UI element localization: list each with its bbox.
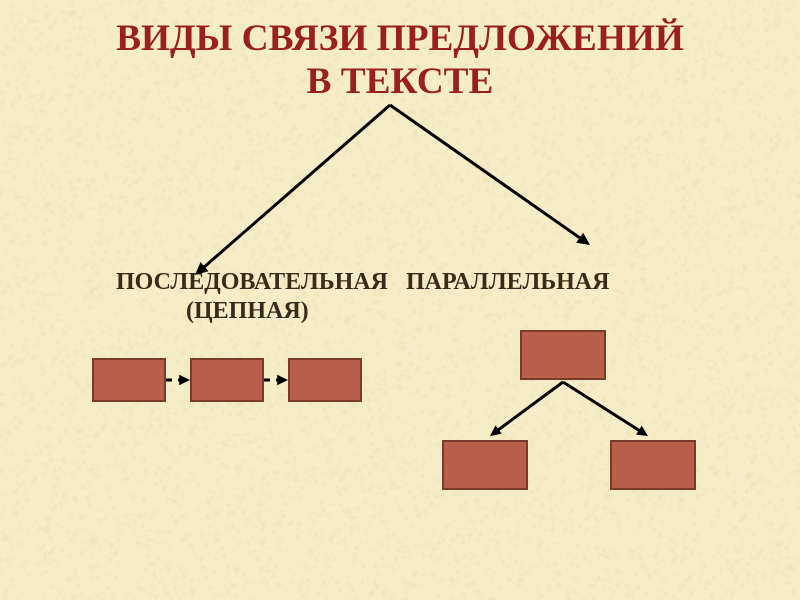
par-box-bottom-2 — [610, 440, 696, 490]
seq-box-2 — [190, 358, 264, 402]
label-chain: (ЦЕПНАЯ) — [186, 298, 309, 324]
title-line-2: В ТЕКСТЕ — [307, 61, 494, 102]
seq-box-1 — [92, 358, 166, 402]
label-sequential: ПОСЛЕДОВАТЕЛЬНАЯ — [116, 269, 388, 295]
par-box-bottom-1 — [442, 440, 528, 490]
slide-root: ВИДЫ СВЯЗИ ПРЕДЛОЖЕНИЙ В ТЕКСТЕ ПОСЛЕДОВ… — [0, 0, 800, 600]
branch-labels: ПОСЛЕДОВАТЕЛЬНАЯ ПАРАЛЛЕЛЬНАЯ (ЦЕПНАЯ) — [116, 268, 609, 326]
slide-title: ВИДЫ СВЯЗИ ПРЕДЛОЖЕНИЙ В ТЕКСТЕ — [0, 18, 800, 104]
par-box-top — [520, 330, 606, 380]
title-line-1: ВИДЫ СВЯЗИ ПРЕДЛОЖЕНИЙ — [116, 18, 684, 59]
label-parallel: ПАРАЛЛЕЛЬНАЯ — [406, 269, 609, 295]
seq-box-3 — [288, 358, 362, 402]
